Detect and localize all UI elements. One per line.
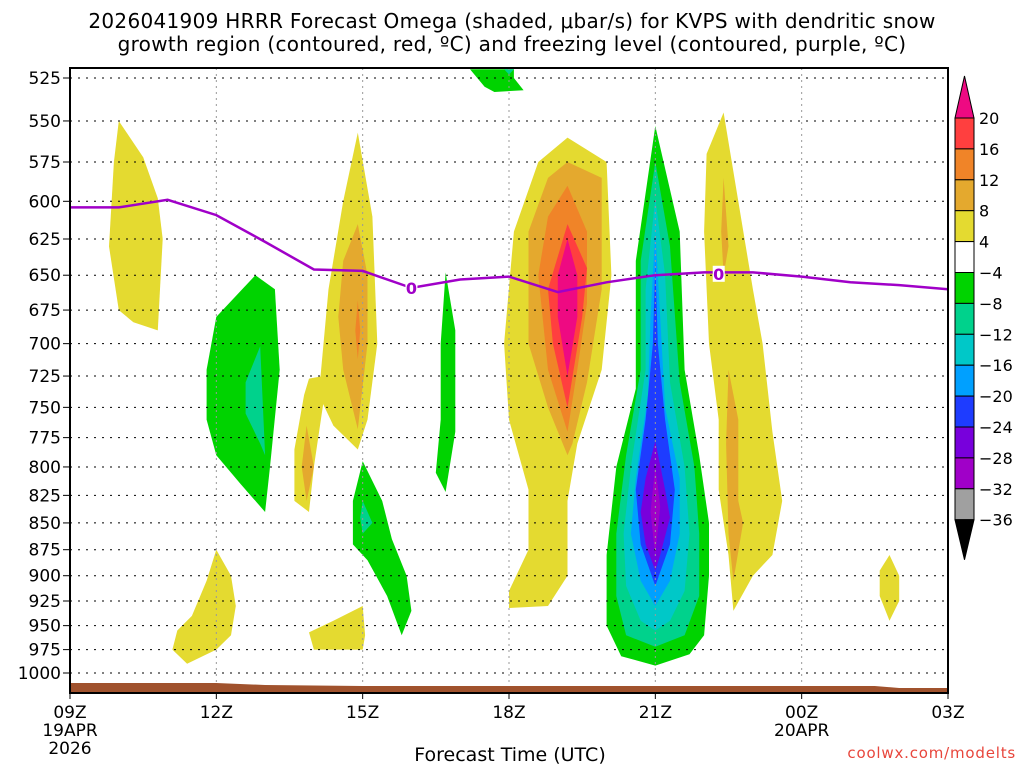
y-tick-label: 950 bbox=[29, 617, 61, 637]
omega-region--20 bbox=[557, 239, 578, 376]
colorbar-bin bbox=[954, 210, 975, 243]
freezing-label-background bbox=[405, 279, 418, 296]
omega-region-4-to-8 bbox=[109, 121, 163, 331]
y-tick-label: 625 bbox=[29, 230, 61, 250]
freezing-level-line bbox=[70, 198, 948, 294]
x-tick-sublabel: 20APR bbox=[774, 721, 830, 741]
omega-region--12-to-8 bbox=[245, 346, 266, 456]
colorbar-bin bbox=[954, 179, 975, 212]
x-tick-sublabel: 2026 bbox=[48, 739, 91, 759]
colorbar-tick-label: −16 bbox=[979, 356, 1013, 375]
colorbar-bin bbox=[954, 426, 975, 459]
freezing-level-label: 0 bbox=[406, 279, 417, 298]
omega-region--32-to-28 bbox=[650, 466, 661, 555]
y-tick-label: 525 bbox=[29, 69, 61, 89]
freezing-label-background bbox=[712, 265, 725, 282]
terrain bbox=[70, 683, 948, 693]
omega-region-4-to-8 bbox=[172, 549, 236, 664]
colorbar-bin bbox=[954, 302, 975, 335]
colorbar-top-arrow bbox=[954, 75, 975, 119]
x-tick-label: 12Z bbox=[200, 703, 233, 723]
y-tick-label: 650 bbox=[29, 266, 61, 286]
x-tick-label: 00Z bbox=[785, 703, 818, 723]
y-tick-label: 550 bbox=[29, 112, 61, 132]
colorbar-bin bbox=[954, 364, 975, 397]
colorbar-bin bbox=[954, 117, 975, 150]
colorbar-bin bbox=[954, 333, 975, 366]
chart-title-line-2: growth region (contoured, red, ºC) and f… bbox=[117, 32, 907, 56]
x-tick-sublabel: 19APR bbox=[42, 721, 98, 741]
x-tick-label: 18Z bbox=[492, 703, 525, 723]
y-tick-label: 725 bbox=[29, 367, 61, 387]
y-tick-label: 800 bbox=[29, 458, 61, 478]
y-tick-label: 675 bbox=[29, 301, 61, 321]
x-tick-label: 15Z bbox=[346, 703, 379, 723]
omega-region--12-to-8 bbox=[504, 69, 514, 75]
colorbar-tick-label: 16 bbox=[979, 140, 999, 159]
y-tick-label: 875 bbox=[29, 541, 61, 561]
y-tick-label: 825 bbox=[29, 486, 61, 506]
colorbar-tick-label: −28 bbox=[979, 449, 1013, 468]
omega-region--12-to-8 bbox=[360, 500, 373, 534]
colorbar-tick-label: −4 bbox=[979, 264, 1003, 283]
colorbar-tick-label: 20 bbox=[979, 109, 999, 128]
y-tick-label: 750 bbox=[29, 398, 61, 418]
omega-region-8-to-12 bbox=[338, 224, 368, 430]
colorbar-bin bbox=[954, 148, 975, 181]
freezing-level-label: 0 bbox=[713, 265, 724, 284]
omega-region--8-to-4 bbox=[435, 272, 456, 492]
omega-region-4-to-8 bbox=[309, 606, 366, 650]
credit-link[interactable]: coolwx.com/modelts bbox=[847, 744, 1016, 762]
y-tick-label: 575 bbox=[29, 153, 61, 173]
omega-region-4-to-8 bbox=[879, 555, 900, 621]
y-tick-label: 600 bbox=[29, 192, 61, 212]
colorbar-tick-label: −20 bbox=[979, 387, 1013, 406]
omega-region--8-to-4 bbox=[352, 461, 412, 636]
colorbar-bottom-arrow bbox=[954, 519, 975, 560]
x-tick-label: 21Z bbox=[639, 703, 672, 723]
colorbar-tick-label: −8 bbox=[979, 294, 1003, 313]
colorbar-tick-label: 4 bbox=[979, 233, 989, 252]
y-tick-label: 700 bbox=[29, 335, 61, 355]
omega-region-12-to-16 bbox=[355, 300, 361, 360]
colorbar-tick-label: −32 bbox=[979, 480, 1013, 499]
y-tick-label: 850 bbox=[29, 514, 61, 534]
omega-shading bbox=[109, 69, 900, 666]
y-tick-label: 1000 bbox=[18, 664, 61, 684]
y-axis: 525 550 575 600 625 650 675 700 725 750 775 800 825 8… bbox=[18, 69, 70, 684]
y-tick-label: 925 bbox=[29, 592, 61, 612]
omega-region--8-to-4 bbox=[470, 69, 524, 92]
y-tick-label: 775 bbox=[29, 429, 61, 449]
x-tick-label: 09Z bbox=[53, 703, 86, 723]
colorbar-bin bbox=[954, 241, 975, 274]
colorbar-tick-label: −24 bbox=[979, 418, 1013, 437]
omega-region-8-to-12 bbox=[726, 369, 744, 581]
colorbar-tick-label: 12 bbox=[979, 171, 999, 190]
colorbar-bin bbox=[954, 395, 975, 428]
omega-region--8-to-4 bbox=[206, 275, 280, 512]
x-axis-title: Forecast Time (UTC) bbox=[414, 744, 606, 766]
colorbar: 20 16 12 8 4 −4 −8 −12 −16 −20 −24 −28 −32 −36 bbox=[954, 75, 1013, 560]
chart-title-line-1: 2026041909 HRRR Forecast Omega (shaded, … bbox=[88, 9, 936, 33]
colorbar-bin bbox=[954, 488, 975, 521]
colorbar-bin bbox=[954, 272, 975, 304]
colorbar-tick-label: 8 bbox=[979, 202, 989, 221]
y-tick-label: 975 bbox=[29, 641, 61, 661]
omega-region-8-to-12 bbox=[721, 177, 729, 276]
freezing-level-contour: 00 bbox=[70, 198, 948, 298]
terrain-fill bbox=[70, 683, 948, 693]
x-tick-label: 03Z bbox=[931, 703, 964, 723]
colorbar-tick-label: −12 bbox=[979, 325, 1013, 344]
omega-region-8-to-12 bbox=[301, 425, 314, 501]
y-tick-label: 900 bbox=[29, 567, 61, 587]
colorbar-bin bbox=[954, 457, 975, 490]
grid-lines bbox=[70, 68, 948, 693]
colorbar-tick-label: −36 bbox=[979, 511, 1013, 530]
